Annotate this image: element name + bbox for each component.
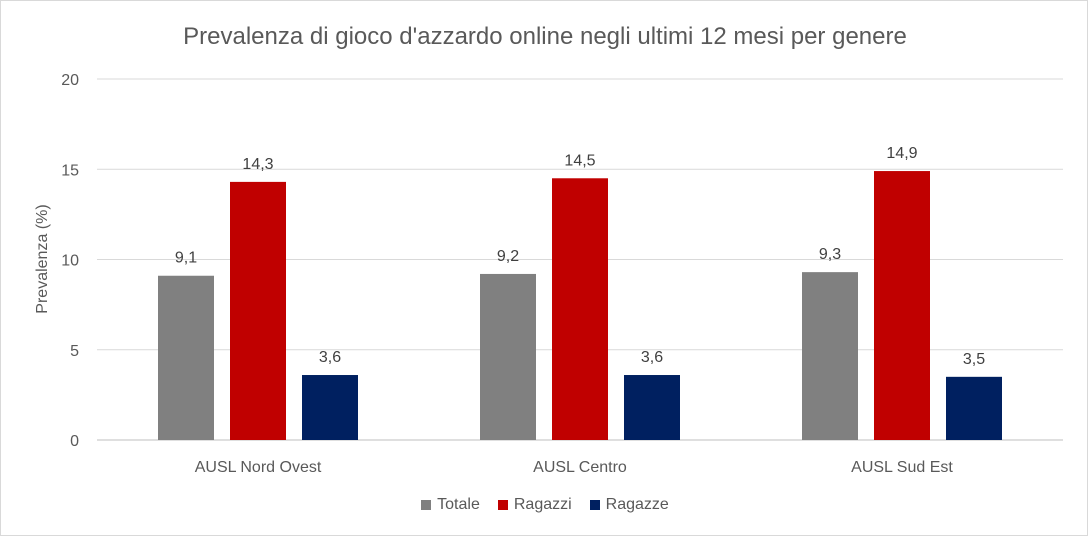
legend-swatch <box>497 500 508 510</box>
x-tick-label: AUSL Sud Est <box>851 459 953 476</box>
bar <box>874 171 930 440</box>
data-label: 14,9 <box>886 145 917 162</box>
data-label: 14,3 <box>242 156 273 173</box>
legend-label: Ragazze <box>605 496 669 513</box>
legend-swatch <box>589 500 600 510</box>
data-label: 14,5 <box>564 152 595 169</box>
x-tick-label: AUSL Centro <box>533 459 627 476</box>
legend-item: Ragazzi <box>497 496 572 514</box>
legend-swatch <box>421 500 432 510</box>
y-tick-label: 15 <box>61 162 79 179</box>
legend-item: Ragazze <box>589 496 669 514</box>
y-tick-label: 10 <box>61 253 79 270</box>
bar <box>158 275 214 440</box>
data-label: 3,6 <box>319 349 341 366</box>
bar <box>552 178 608 440</box>
data-label: 9,1 <box>175 250 197 267</box>
data-label: 9,2 <box>497 248 519 265</box>
bar <box>802 272 858 440</box>
bar <box>302 375 358 440</box>
y-tick-label: 20 <box>61 72 79 89</box>
y-tick-label: 5 <box>70 343 79 360</box>
data-label: 3,6 <box>641 349 663 366</box>
y-tick-label: 0 <box>70 433 79 450</box>
chart-legend: Totale Ragazzi Ragazze <box>1 496 1088 514</box>
legend-label: Ragazzi <box>513 496 572 513</box>
chart-title: Prevalenza di gioco d'azzardo online neg… <box>183 23 907 50</box>
legend-label: Totale <box>437 496 480 513</box>
x-tick-label: AUSL Nord Ovest <box>195 459 322 476</box>
bar <box>480 273 536 440</box>
bar <box>230 181 286 440</box>
bar <box>624 375 680 440</box>
data-label: 9,3 <box>819 246 841 263</box>
bar <box>946 376 1002 440</box>
legend-item: Totale <box>421 496 480 514</box>
data-label: 3,5 <box>963 351 985 368</box>
